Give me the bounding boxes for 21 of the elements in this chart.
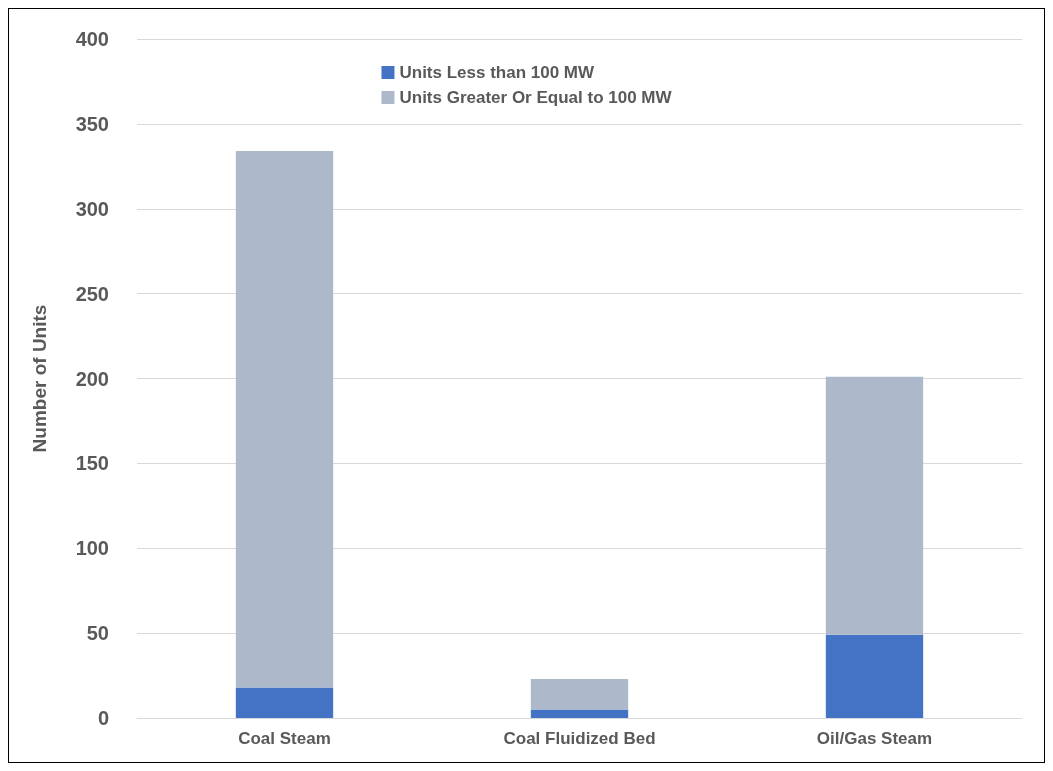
- y-tick-label: 50: [86, 622, 109, 645]
- x-tick-label: Coal Fluidized Bed: [503, 729, 656, 748]
- bar: [235, 687, 334, 718]
- y-tick-label: 300: [75, 197, 109, 220]
- x-tick-label: Coal Steam: [238, 729, 331, 748]
- bar: [530, 709, 629, 718]
- legend-label: Units Less than 100 MW: [399, 63, 596, 82]
- bar: [825, 634, 924, 718]
- bar: [530, 678, 629, 710]
- legend-label: Units Greater Or Equal to 100 MW: [399, 88, 673, 107]
- x-tick-label: Oil/Gas Steam: [816, 729, 933, 748]
- y-axis-title: Number of Units: [29, 304, 50, 453]
- y-tick-label: 100: [75, 537, 109, 560]
- bar: [825, 376, 924, 635]
- y-tick-label: 200: [75, 367, 109, 390]
- y-tick-label: 150: [75, 452, 109, 475]
- y-tick-label: 250: [75, 282, 109, 305]
- y-tick-label: 400: [75, 28, 109, 50]
- y-tick-label: 0: [97, 707, 109, 729]
- y-tick-label: 350: [75, 112, 109, 135]
- bar: [235, 151, 334, 688]
